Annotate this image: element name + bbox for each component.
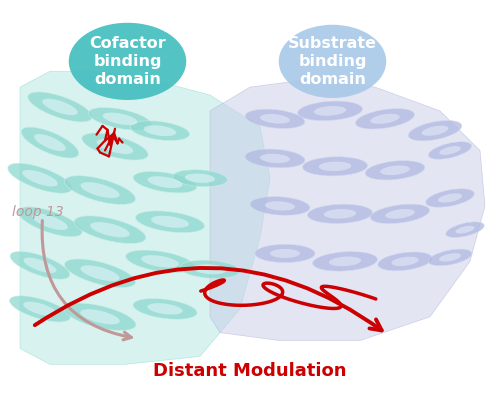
Polygon shape — [210, 79, 485, 341]
Ellipse shape — [370, 114, 400, 124]
Ellipse shape — [260, 114, 290, 124]
Ellipse shape — [408, 120, 462, 141]
Ellipse shape — [356, 109, 414, 129]
Ellipse shape — [64, 176, 136, 204]
Ellipse shape — [24, 258, 56, 273]
Ellipse shape — [34, 134, 66, 151]
Ellipse shape — [370, 204, 430, 223]
Ellipse shape — [426, 189, 474, 207]
Text: loop 13: loop 13 — [12, 205, 64, 219]
Ellipse shape — [255, 244, 315, 263]
Ellipse shape — [64, 303, 136, 331]
Ellipse shape — [23, 302, 57, 316]
Ellipse shape — [380, 166, 410, 175]
Text: Cofactor
binding
domain: Cofactor binding domain — [89, 36, 166, 87]
Ellipse shape — [428, 249, 472, 266]
Ellipse shape — [42, 99, 78, 115]
Ellipse shape — [69, 23, 186, 100]
Ellipse shape — [18, 207, 82, 237]
Ellipse shape — [80, 309, 120, 324]
Ellipse shape — [245, 109, 305, 128]
Ellipse shape — [329, 257, 361, 266]
Ellipse shape — [428, 142, 472, 159]
Ellipse shape — [126, 250, 194, 272]
Ellipse shape — [422, 126, 448, 136]
Text: Substrate
binding
domain: Substrate binding domain — [288, 36, 377, 87]
Ellipse shape — [21, 127, 79, 158]
Ellipse shape — [74, 216, 146, 244]
Ellipse shape — [28, 92, 92, 122]
Ellipse shape — [130, 121, 190, 141]
Ellipse shape — [141, 255, 179, 268]
Ellipse shape — [319, 162, 351, 171]
Ellipse shape — [308, 204, 372, 223]
Ellipse shape — [446, 222, 484, 238]
Ellipse shape — [102, 112, 138, 125]
Ellipse shape — [136, 211, 204, 232]
Ellipse shape — [151, 216, 189, 228]
Ellipse shape — [80, 265, 120, 281]
Ellipse shape — [10, 296, 70, 322]
Polygon shape — [20, 71, 270, 364]
Ellipse shape — [314, 106, 346, 116]
Ellipse shape — [439, 146, 461, 155]
Ellipse shape — [185, 173, 215, 183]
Ellipse shape — [378, 252, 432, 271]
Ellipse shape — [439, 253, 461, 261]
Ellipse shape — [456, 226, 474, 234]
Ellipse shape — [298, 101, 362, 121]
Ellipse shape — [392, 257, 418, 266]
Ellipse shape — [324, 209, 356, 219]
Ellipse shape — [270, 249, 300, 258]
Ellipse shape — [8, 163, 72, 193]
Ellipse shape — [365, 161, 425, 180]
Ellipse shape — [250, 196, 310, 215]
Text: Distant Modulation: Distant Modulation — [153, 362, 347, 381]
Ellipse shape — [64, 259, 136, 287]
Ellipse shape — [312, 251, 378, 271]
Ellipse shape — [82, 133, 148, 160]
Ellipse shape — [148, 303, 182, 314]
Ellipse shape — [88, 107, 152, 130]
Ellipse shape — [22, 170, 58, 187]
Ellipse shape — [194, 264, 226, 274]
Ellipse shape — [279, 25, 386, 98]
Ellipse shape — [180, 260, 240, 278]
Ellipse shape — [32, 213, 68, 230]
Ellipse shape — [245, 149, 305, 168]
Ellipse shape — [148, 176, 182, 188]
Ellipse shape — [302, 157, 368, 176]
Ellipse shape — [172, 170, 228, 187]
Ellipse shape — [90, 222, 130, 237]
Ellipse shape — [133, 171, 197, 193]
Ellipse shape — [260, 154, 290, 163]
Ellipse shape — [10, 251, 70, 279]
Ellipse shape — [438, 193, 462, 203]
Ellipse shape — [133, 299, 197, 319]
Ellipse shape — [96, 139, 134, 154]
Ellipse shape — [265, 201, 295, 211]
Ellipse shape — [80, 182, 120, 198]
Ellipse shape — [144, 125, 176, 136]
Ellipse shape — [385, 209, 415, 219]
